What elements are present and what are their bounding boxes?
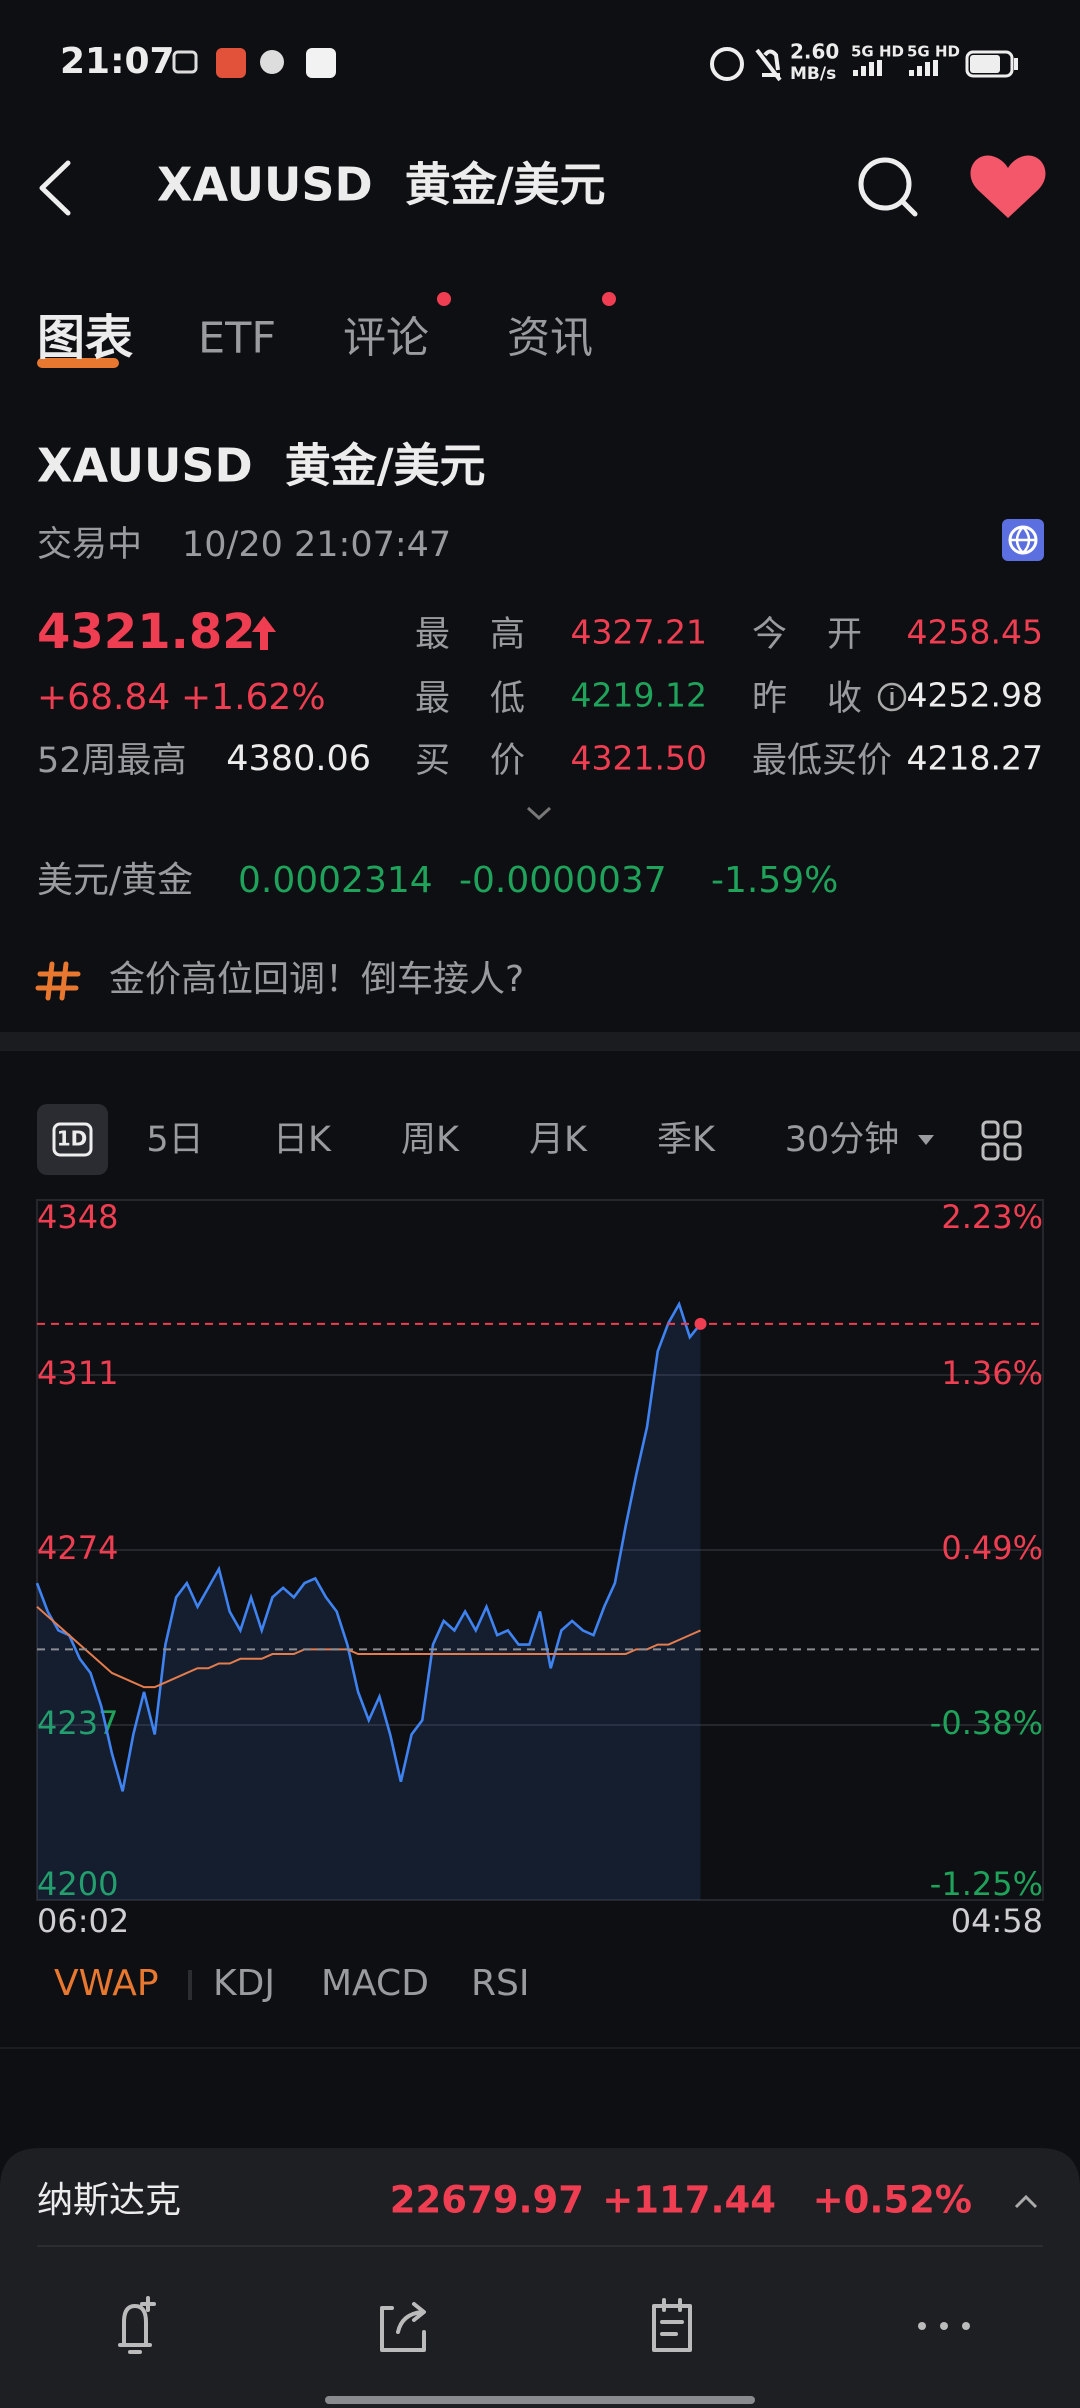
bottom-panel — [0, 2148, 1080, 2408]
indicator[interactable]: RSI — [471, 1963, 529, 2004]
y2-tick-label: 2.23% — [941, 1198, 1043, 1236]
stat-value: 4252.98 — [907, 676, 1043, 715]
expand-chevron[interactable] — [526, 806, 552, 821]
quote-name: XAUUSD 黄金/美元 — [37, 439, 486, 493]
stat-label: 最低买价 — [752, 741, 892, 781]
price-line — [35, 1300, 702, 1792]
period[interactable]: 季K — [657, 1120, 716, 1160]
section-divider — [0, 1032, 1080, 1051]
y2-tick-label: -1.25% — [930, 1865, 1043, 1903]
x-tick-label: 06:02 — [37, 1902, 129, 1940]
more-button[interactable] — [918, 2322, 970, 2330]
plot: 434843114274423742002.23%1.36%0.49%-0.38… — [35, 1198, 1043, 1940]
period[interactable]: 周K — [401, 1120, 460, 1160]
stat-label: 昨收 — [752, 679, 902, 719]
stat-label: 买价 — [415, 741, 565, 781]
note-button[interactable] — [652, 2298, 692, 2352]
stat-value: 4321.50 — [571, 739, 707, 778]
price-change: +68.84 — [37, 677, 170, 718]
tab[interactable]: 评论 — [343, 314, 429, 364]
trade-status: 交易中 — [37, 525, 142, 565]
y-tick-label: 4311 — [37, 1354, 118, 1392]
badge-dot — [437, 292, 451, 306]
favorite-button[interactable] — [970, 155, 1046, 218]
clock: 21:07 — [60, 41, 175, 82]
stat-label: 最低 — [415, 679, 565, 719]
stat-label: 今开 — [752, 615, 902, 655]
dropdown-caret[interactable] — [918, 1135, 934, 1145]
x-tick-label: 04:58 — [951, 1902, 1043, 1940]
status-icons — [172, 47, 1018, 82]
up-arrow — [252, 616, 276, 650]
divider — [37, 2245, 1043, 2247]
stat-label: 最高 — [415, 615, 565, 655]
tab-indicator — [37, 358, 119, 368]
search-button[interactable] — [858, 157, 918, 217]
y-tick-label: 4274 — [37, 1529, 118, 1567]
net-unit: MB/s — [790, 64, 836, 84]
vwap-line — [36, 1606, 701, 1689]
topic-icon — [35, 961, 81, 1001]
period[interactable]: 月K — [529, 1120, 588, 1160]
price-change-pct: +1.62% — [181, 677, 326, 718]
alert-button[interactable] — [118, 2296, 156, 2354]
badge-dot — [602, 292, 616, 306]
tab[interactable]: 资讯 — [507, 314, 593, 364]
period[interactable]: 日K — [273, 1120, 332, 1160]
header-title: XAUUSD 黄金/美元 — [157, 158, 606, 212]
period[interactable]: 5日 — [146, 1120, 203, 1160]
indicator[interactable]: KDJ — [213, 1963, 275, 2004]
divider — [0, 2047, 1080, 2049]
period-selected — [37, 1104, 108, 1175]
back-button[interactable] — [39, 160, 71, 216]
period[interactable]: 30分钟 — [785, 1120, 900, 1160]
topic[interactable]: 金价高位回调！倒车接人? — [109, 959, 524, 1000]
indicator-divider — [188, 1970, 192, 2000]
net-speed: 2.60 — [790, 40, 839, 64]
stat-value: 4218.27 — [907, 739, 1043, 778]
ticker-value: 22679.97 — [390, 2179, 584, 2222]
y2-tick-label: 0.49% — [941, 1529, 1043, 1567]
inverse-change: -0.0000037 — [459, 860, 667, 901]
indicator[interactable]: VWAP — [54, 1963, 159, 2004]
inverse-label: 美元/黄金 — [37, 860, 193, 901]
globe-icon[interactable] — [1002, 519, 1044, 561]
price-area — [37, 1304, 701, 1900]
signal-label: 5G HD — [907, 43, 960, 61]
signal-bars — [853, 60, 938, 76]
inverse-change-pct: -1.59% — [711, 860, 838, 901]
period-box — [52, 1122, 93, 1157]
inverse-value: 0.0002314 — [238, 860, 433, 901]
week52-label: 52周最高 — [37, 741, 187, 781]
layout-button[interactable] — [981, 1120, 1022, 1161]
home-indicator — [325, 2396, 755, 2404]
last-point — [694, 1317, 707, 1330]
tab[interactable]: 图表 — [37, 310, 133, 366]
signal-label: 5G HD — [851, 43, 904, 61]
stat-value: 4327.21 — [571, 613, 707, 652]
y2-tick-label: -0.38% — [930, 1704, 1043, 1742]
quote-datetime: 10/20 21:07:47 — [182, 525, 451, 565]
expand-ticker[interactable] — [1014, 2194, 1038, 2209]
stat-value: 4258.45 — [907, 613, 1043, 652]
period[interactable]: 1D — [57, 1127, 88, 1151]
ticker-change: +117.44 — [602, 2179, 776, 2222]
indicator[interactable]: MACD — [321, 1963, 429, 2004]
info-icon[interactable] — [877, 682, 907, 712]
stat-value: 4219.12 — [571, 676, 707, 715]
week52-value: 4380.06 — [226, 739, 371, 779]
last-price: 4321.82 — [37, 604, 256, 660]
share-button[interactable] — [380, 2302, 426, 2352]
y2-tick-label: 1.36% — [941, 1354, 1043, 1392]
ticker-name[interactable]: 纳斯达克 — [37, 2180, 181, 2221]
ticker-change-pct: +0.52% — [813, 2179, 972, 2222]
y-tick-label: 4348 — [37, 1198, 118, 1236]
tab[interactable]: ETF — [198, 314, 276, 364]
y-tick-label: 4200 — [37, 1865, 118, 1903]
